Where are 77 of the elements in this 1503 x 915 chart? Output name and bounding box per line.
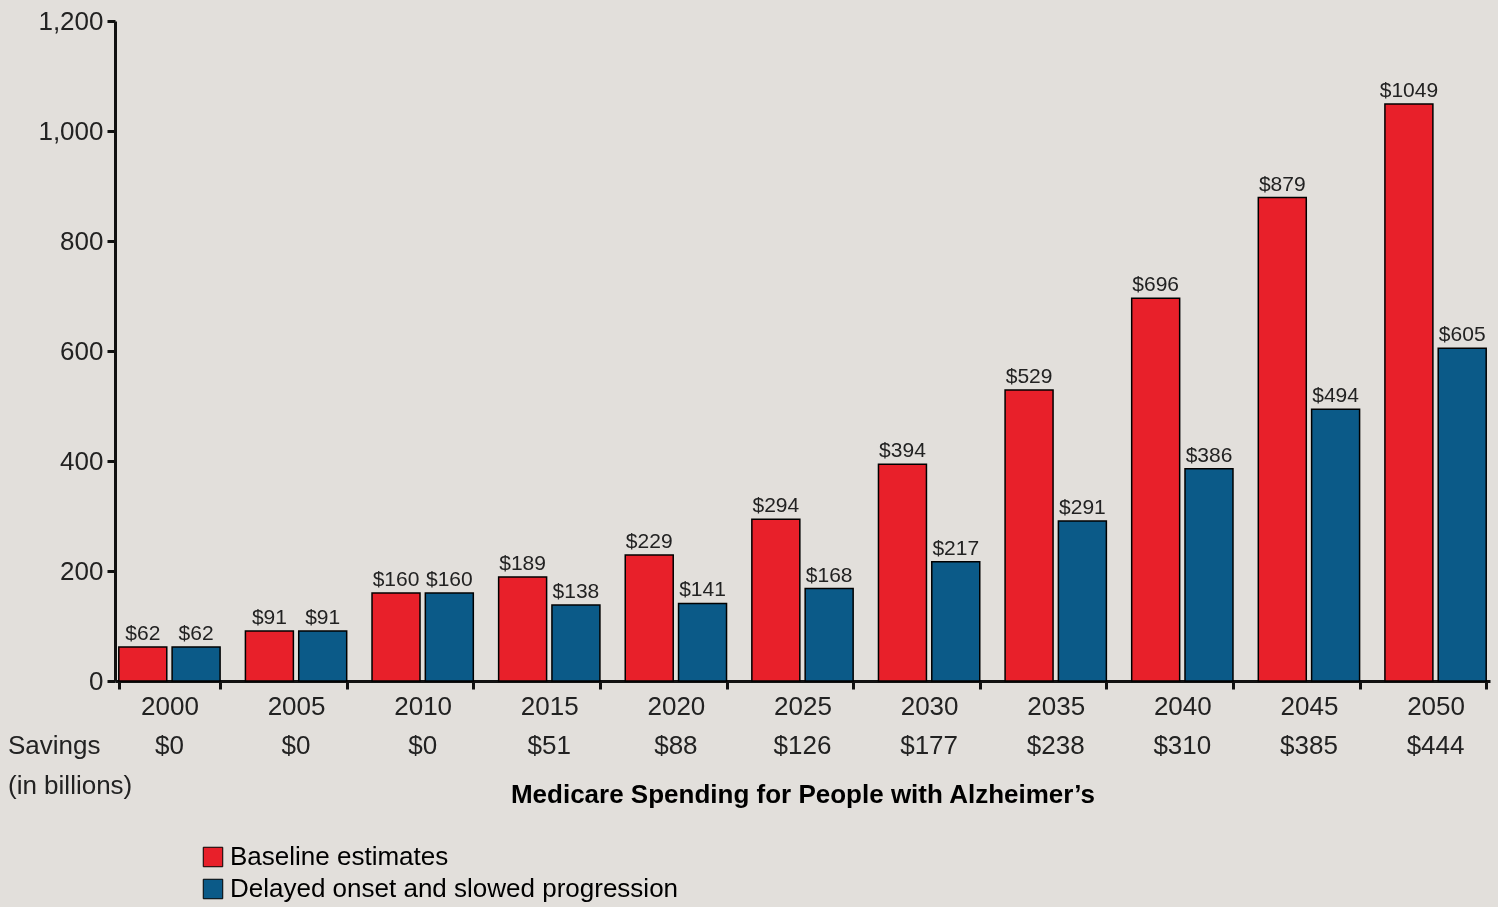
y-tick-label: 400 [60, 445, 104, 476]
x-tick-label: 2000 [141, 690, 199, 721]
x-tick-label: 2015 [520, 690, 579, 721]
bar [1130, 297, 1181, 682]
data-label: $696 [1132, 272, 1180, 296]
x-tick-label: 2050 [1407, 690, 1465, 721]
bar [624, 554, 674, 682]
y-tick-label: 800 [60, 225, 104, 256]
legend-label: Baseline estimates [230, 841, 449, 871]
data-label: $291 [1059, 494, 1106, 518]
text: $51 [527, 730, 571, 760]
x-tick-label: 2025 [774, 690, 832, 721]
data-label: $91 [251, 604, 287, 628]
data-label: $605 [1438, 322, 1486, 346]
text: $177 [900, 730, 959, 760]
bar [1257, 196, 1308, 682]
bar [877, 463, 928, 682]
bar [1310, 408, 1361, 682]
bar [1004, 389, 1054, 682]
bar [1184, 467, 1234, 682]
bar [497, 576, 548, 682]
data-label: $160 [425, 567, 473, 590]
text: $126 [773, 730, 832, 760]
bar [551, 604, 601, 682]
bar [118, 646, 168, 682]
text: Savings (in billions) [8, 730, 133, 800]
text: $385 [1280, 730, 1338, 760]
bar [804, 587, 854, 682]
bar [1437, 347, 1487, 682]
y-tick-label: 0 [89, 665, 104, 696]
data-label: $138 [552, 579, 600, 603]
text: $0 [281, 730, 311, 760]
data-label: $386 [1185, 442, 1233, 466]
data-label: $529 [1005, 364, 1053, 388]
x-tick-label: 2035 [1027, 690, 1086, 721]
bar [931, 560, 981, 682]
y-tick-label: 1,000 [38, 115, 104, 146]
text: $88 [654, 730, 698, 760]
data-label: $160 [372, 567, 420, 590]
data-label: $217 [932, 535, 980, 559]
x-tick-label: 2010 [394, 690, 453, 721]
data-label: $229 [625, 529, 673, 553]
bar [751, 518, 801, 682]
x-tick-label: 2040 [1153, 690, 1212, 721]
bar [297, 630, 348, 682]
data-label: $879 [1258, 171, 1306, 195]
data-label: $141 [679, 577, 726, 601]
text: $0 [408, 730, 438, 760]
text: $238 [1026, 730, 1085, 760]
legend-label: Delayed onset and slowed progression [230, 873, 679, 903]
data-label: $294 [752, 493, 800, 517]
data-label: $494 [1312, 383, 1360, 407]
x-tick-label: 2005 [267, 690, 326, 721]
bar [371, 592, 421, 682]
bar [171, 646, 221, 682]
x-axis-title: Medicare Spending for People with Alzheimer’s [510, 778, 1096, 809]
y-tick-label: 200 [60, 555, 104, 586]
bar [244, 630, 295, 682]
data-label: $91 [305, 604, 341, 628]
x-tick-label: 2020 [647, 690, 706, 721]
text: $0 [154, 730, 184, 760]
data-label: $168 [805, 562, 853, 586]
data-label: $189 [499, 551, 546, 575]
data-label: $394 [879, 438, 927, 462]
bar [424, 592, 475, 682]
data-label: $62 [125, 620, 161, 644]
text: $444 [1406, 730, 1465, 760]
bar [677, 602, 728, 682]
data-label: $1049 [1379, 78, 1439, 102]
y-tick-label: 1,200 [38, 5, 104, 36]
bar [1057, 520, 1108, 682]
data-label: $62 [178, 620, 214, 644]
y-tick-label: 600 [60, 335, 104, 366]
x-tick-label: 2030 [900, 690, 959, 721]
bar [1384, 103, 1434, 682]
x-tick-label: 2045 [1280, 690, 1339, 721]
text: $310 [1153, 730, 1212, 760]
